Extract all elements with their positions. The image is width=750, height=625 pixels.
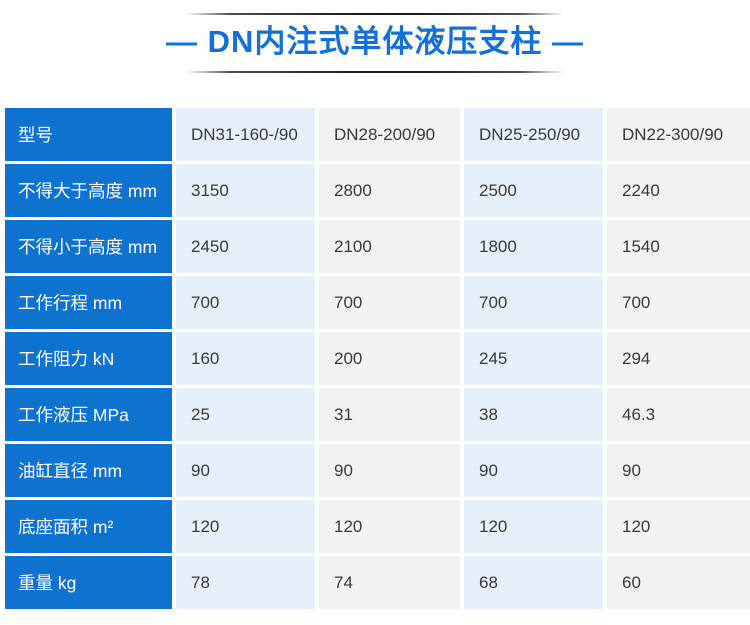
data-cell: 78 — [176, 556, 315, 609]
data-cell: 294 — [607, 332, 750, 385]
data-cell: 700 — [319, 276, 460, 329]
spec-table: 型号 DN31-160-/90 DN28-200/90 DN25-250/90 … — [5, 108, 750, 609]
model-header-cell: DN28-200/90 — [319, 108, 460, 161]
title-bottom-rule — [186, 71, 564, 73]
data-cell: 90 — [464, 444, 603, 497]
model-header-cell: DN25-250/90 — [464, 108, 603, 161]
data-cell: 90 — [319, 444, 460, 497]
data-cell: 245 — [464, 332, 603, 385]
page-title: — DN内注式单体液压支柱 — — [166, 24, 584, 59]
row-header-cell: 底座面积 m² — [5, 500, 172, 553]
data-cell: 46.3 — [607, 388, 750, 441]
data-cell: 120 — [319, 500, 460, 553]
data-cell: 74 — [319, 556, 460, 609]
data-cell: 2240 — [607, 164, 750, 217]
row-header-cell: 不得小于高度 mm — [5, 220, 172, 273]
data-cell: 38 — [464, 388, 603, 441]
title-top-rule — [186, 13, 564, 15]
data-cell: 2800 — [319, 164, 460, 217]
data-cell: 2450 — [176, 220, 315, 273]
row-header-cell: 工作行程 mm — [5, 276, 172, 329]
row-header-cell: 型号 — [5, 108, 172, 161]
data-cell: 90 — [607, 444, 750, 497]
data-cell: 120 — [464, 500, 603, 553]
title-banner: — DN内注式单体液压支柱 — — [0, 0, 750, 107]
row-header-cell: 不得大于高度 mm — [5, 164, 172, 217]
model-header-cell: DN31-160-/90 — [176, 108, 315, 161]
data-cell: 120 — [607, 500, 750, 553]
data-cell: 2100 — [319, 220, 460, 273]
data-cell: 700 — [464, 276, 603, 329]
data-cell: 68 — [464, 556, 603, 609]
data-cell: 60 — [607, 556, 750, 609]
row-header-cell: 油缸直径 mm — [5, 444, 172, 497]
row-header-cell: 工作阻力 kN — [5, 332, 172, 385]
data-cell: 1540 — [607, 220, 750, 273]
data-cell: 1800 — [464, 220, 603, 273]
data-cell: 200 — [319, 332, 460, 385]
data-cell: 160 — [176, 332, 315, 385]
data-cell: 31 — [319, 388, 460, 441]
data-cell: 700 — [176, 276, 315, 329]
data-cell: 120 — [176, 500, 315, 553]
row-header-cell: 工作液压 MPa — [5, 388, 172, 441]
model-header-cell: DN22-300/90 — [607, 108, 750, 161]
data-cell: 700 — [607, 276, 750, 329]
data-cell: 3150 — [176, 164, 315, 217]
data-cell: 90 — [176, 444, 315, 497]
data-cell: 25 — [176, 388, 315, 441]
row-header-cell: 重量 kg — [5, 556, 172, 609]
data-cell: 2500 — [464, 164, 603, 217]
